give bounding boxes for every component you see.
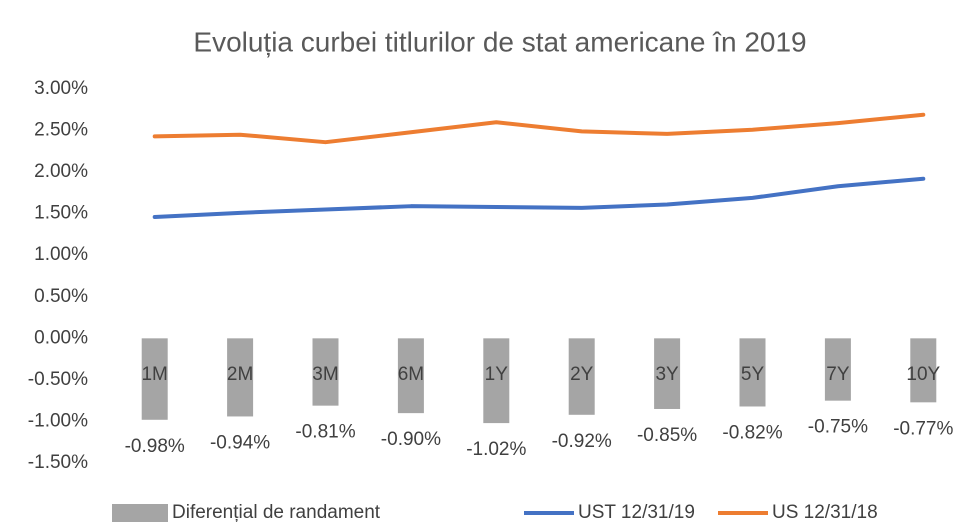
y-tick-label: -1.00%: [28, 410, 88, 431]
bar: [824, 338, 851, 401]
bar: [483, 338, 510, 424]
x-tick-label: 2M: [227, 364, 253, 385]
x-tick-label: 3M: [312, 364, 338, 385]
bar: [568, 338, 595, 415]
bar: [312, 338, 339, 406]
x-tick-label: 2Y: [570, 364, 594, 385]
y-tick-label: 1.00%: [34, 244, 88, 265]
y-tick-label: -0.50%: [28, 369, 88, 390]
bar: [141, 338, 168, 420]
data-label: -0.77%: [893, 418, 953, 439]
legend-label: US 12/31/18: [772, 502, 878, 523]
x-tick-label: 7Y: [826, 364, 850, 385]
legend-label: UST 12/31/19: [578, 502, 695, 523]
legend-swatch: [112, 504, 168, 522]
y-tick-label: 1.50%: [34, 203, 88, 224]
x-tick-label: 6M: [398, 364, 424, 385]
bar: [910, 338, 937, 403]
bar: [654, 338, 681, 409]
legend-label: Diferențial de randament: [172, 502, 381, 523]
chart-title: Evoluția curbei titlurilor de stat ameri…: [193, 26, 806, 57]
x-tick-label: 1M: [141, 364, 167, 385]
x-tick-label: 1Y: [485, 364, 509, 385]
x-tick-label: 3Y: [655, 364, 679, 385]
x-tick-label: 5Y: [741, 364, 765, 385]
y-tick-label: 0.00%: [34, 327, 88, 348]
data-label: -0.98%: [125, 436, 185, 457]
bar: [227, 338, 254, 417]
line: [152, 176, 926, 219]
line: [152, 112, 926, 145]
data-label: -0.85%: [637, 425, 697, 446]
y-tick-label: 3.00%: [34, 78, 88, 99]
y-tick-label: 0.50%: [34, 286, 88, 307]
y-tick-label: 2.00%: [34, 161, 88, 182]
data-label: -0.81%: [295, 422, 355, 443]
y-tick-label: -1.50%: [28, 452, 88, 473]
bar: [397, 338, 424, 414]
y-tick-label: 2.50%: [34, 120, 88, 141]
x-tick-label: 10Y: [906, 364, 940, 385]
bar: [739, 338, 766, 407]
data-label: -1.02%: [466, 439, 526, 460]
data-label: -0.92%: [552, 431, 612, 452]
data-label: -0.75%: [808, 417, 868, 438]
data-label: -0.82%: [722, 423, 782, 444]
data-label: -0.94%: [210, 432, 270, 453]
data-label: -0.90%: [381, 429, 441, 450]
